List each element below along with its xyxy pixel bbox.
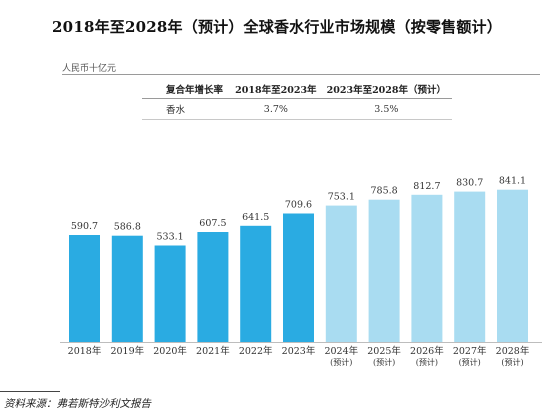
bars-group: 590.7 2018年 586.8 2019年 533.1 2020年 607.5 2021年… xyxy=(68,176,530,367)
cagr-row: 香水 3.7% 3.5% xyxy=(142,98,452,120)
bar-value-label: 753.1 xyxy=(328,192,355,203)
bar xyxy=(411,194,443,342)
source-divider xyxy=(0,391,60,392)
bar xyxy=(111,235,143,342)
x-tick-label: 2027年(预计) xyxy=(453,345,487,367)
bar xyxy=(368,199,400,342)
cagr-header-label: 复合年增长率 xyxy=(142,80,232,99)
bar-value-label: 533.1 xyxy=(156,232,183,243)
bar-value-label: 830.7 xyxy=(456,178,483,189)
cagr-header-period-1: 2018年至2023年 xyxy=(231,80,321,99)
x-tick-label: 2019年 xyxy=(110,345,144,357)
bar xyxy=(325,205,357,342)
bar xyxy=(283,213,314,342)
bar-value-label: 607.5 xyxy=(199,218,226,229)
bar xyxy=(154,245,186,342)
bar-value-label: 590.7 xyxy=(71,221,98,232)
cagr-value-period-1: 3.7% xyxy=(231,98,321,120)
x-tick-label: 2028年(预计) xyxy=(496,345,530,367)
bar-value-label: 841.1 xyxy=(499,176,526,187)
bar xyxy=(197,232,229,342)
bar xyxy=(240,225,272,342)
bar-value-label: 785.8 xyxy=(370,186,397,197)
cagr-header-row: 复合年增长率 2018年至2023年 2023年至2028年（预计） xyxy=(142,80,452,99)
x-tick-label: 2021年 xyxy=(196,345,230,357)
cagr-table: 复合年增长率 2018年至2023年 2023年至2028年（预计） 香水 3.… xyxy=(142,80,452,120)
bar-value-label: 812.7 xyxy=(413,181,440,192)
y-unit-label: 人民币十亿元 xyxy=(62,64,117,74)
bar xyxy=(454,191,486,342)
x-tick-label: 2020年 xyxy=(153,345,187,357)
x-tick-label: 2025年(预计) xyxy=(367,345,401,367)
cagr-header-period-2: 2023年至2028年（预计） xyxy=(320,80,452,99)
x-tick-label: 2023年 xyxy=(282,345,316,357)
x-tick-label: 2026年(预计) xyxy=(410,345,444,367)
cagr-value-period-2: 3.5% xyxy=(320,98,452,120)
bar-value-label: 641.5 xyxy=(242,212,269,223)
source-note: 资料来源：弗若斯特沙利文报告 xyxy=(4,398,151,410)
bar xyxy=(69,235,100,342)
bar-value-label: 709.6 xyxy=(285,200,312,211)
x-tick-label: 2024年(预计) xyxy=(324,345,358,367)
x-tick-label: 2022年 xyxy=(239,345,273,357)
cagr-row-label: 香水 xyxy=(142,98,232,120)
unit-divider xyxy=(62,74,540,75)
bar xyxy=(497,189,528,342)
x-tick-label: 2018年 xyxy=(68,345,102,357)
chart-title: 2018年至2028年（预计）全球香水行业市场规模（按零售额计） xyxy=(52,18,502,36)
bar-value-label: 586.8 xyxy=(114,222,141,233)
